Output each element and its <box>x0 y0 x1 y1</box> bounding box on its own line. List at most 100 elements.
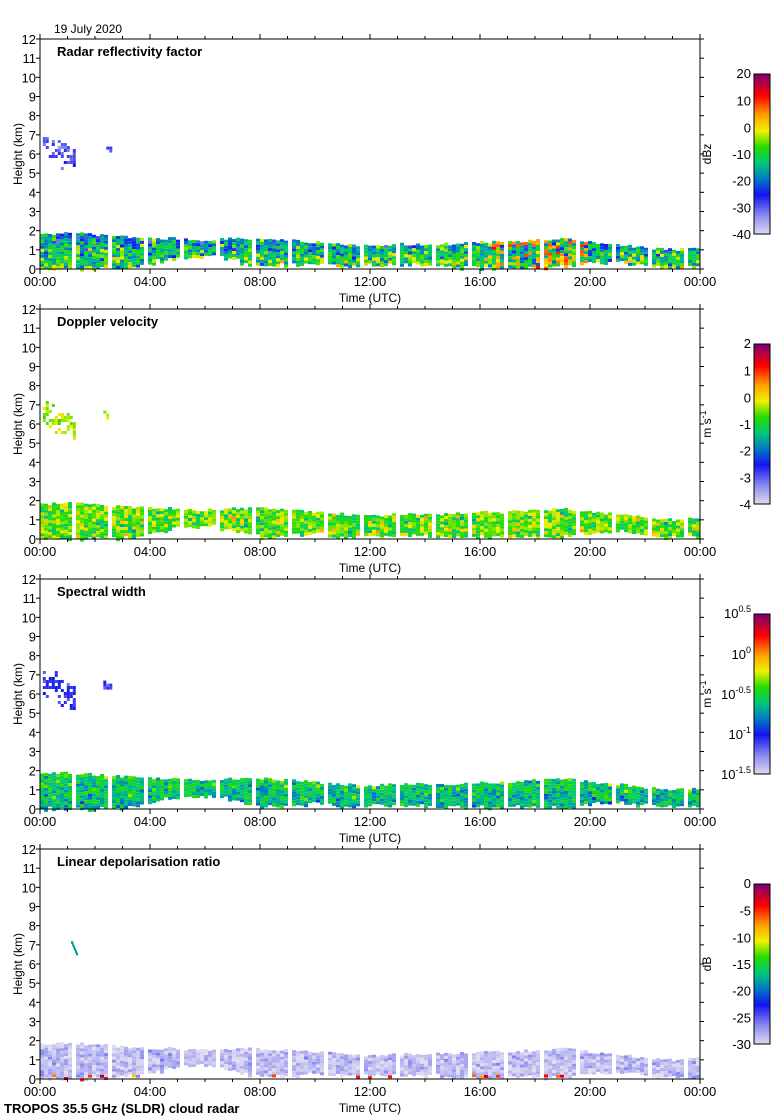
radar-cell <box>560 514 564 518</box>
radar-cell <box>564 806 568 809</box>
radar-cell <box>240 259 244 263</box>
radar-cell <box>296 248 300 252</box>
radar-cell <box>500 244 504 248</box>
radar-cell <box>88 796 92 800</box>
radar-cell <box>64 771 68 775</box>
colorbar-swatch <box>754 670 770 673</box>
radar-cell <box>584 526 588 530</box>
radar-cell <box>568 262 572 266</box>
radar-cell <box>296 1066 300 1070</box>
radar-cell <box>672 524 676 527</box>
radar-cell <box>160 251 164 255</box>
radar-cell <box>344 248 348 252</box>
radar-cell <box>328 513 332 517</box>
radar-cell <box>76 792 80 796</box>
radar-cell <box>64 1068 68 1072</box>
radar-cell <box>240 1059 244 1063</box>
radar-cell <box>568 259 572 263</box>
radar-cell <box>236 1048 240 1052</box>
radar-cell <box>316 526 320 530</box>
radar-cell <box>168 522 172 525</box>
radar-cell <box>44 805 48 809</box>
radar-cell <box>284 787 288 791</box>
radar-cell <box>472 789 476 793</box>
radar-cell <box>572 255 576 259</box>
radar-cell <box>476 264 480 268</box>
radar-cell <box>640 255 644 259</box>
radar-cell <box>140 530 144 534</box>
radar-cell <box>688 795 692 799</box>
radar-cell <box>84 782 88 786</box>
radar-cell <box>92 1068 96 1072</box>
radar-cell <box>276 525 280 529</box>
radar-cell <box>604 256 608 259</box>
radar-cell <box>140 249 144 253</box>
radar-cell <box>316 793 320 797</box>
radar-cell <box>364 789 368 793</box>
radar-cell <box>68 1045 72 1049</box>
radar-cell <box>148 792 152 796</box>
radar-cell <box>60 527 64 531</box>
radar-cell <box>244 254 248 258</box>
radar-cell <box>280 1050 284 1054</box>
radar-cell <box>280 520 284 524</box>
radar-cell <box>80 529 84 533</box>
radar-cell <box>616 785 620 789</box>
radar-cell <box>128 530 132 533</box>
radar-cell <box>296 1069 300 1073</box>
radar-cell <box>40 254 44 258</box>
radar-cell <box>284 518 288 522</box>
radar-cell <box>692 802 696 806</box>
radar-cell <box>152 794 156 798</box>
radar-cell <box>472 251 476 254</box>
radar-cell <box>404 248 408 252</box>
radar-cell <box>84 533 88 537</box>
radar-cell <box>448 254 452 258</box>
radar-cell <box>516 253 520 256</box>
radar-cell <box>276 264 280 268</box>
radar-cell <box>48 240 52 243</box>
radar-cell <box>136 240 140 244</box>
radar-cell <box>48 511 52 515</box>
radar-cell <box>164 788 168 792</box>
radar-cell <box>388 260 392 264</box>
radar-cell <box>256 241 260 245</box>
radar-cell <box>172 796 176 799</box>
radar-cell <box>352 517 356 521</box>
radar-cell <box>304 251 308 255</box>
radar-cell <box>312 793 316 797</box>
radar-cell <box>88 531 92 535</box>
radar-cell <box>296 1051 300 1055</box>
colorbar-swatch <box>754 394 770 397</box>
radar-cell <box>244 509 248 513</box>
upper-cloud-cell <box>69 155 73 158</box>
radar-cell <box>424 793 428 797</box>
radar-cell <box>344 245 348 249</box>
radar-cell <box>52 781 56 785</box>
radar-cell <box>60 787 64 791</box>
radar-cell <box>52 240 56 244</box>
radar-cell <box>176 1061 180 1065</box>
colorbar-tick-label: -1 <box>739 417 751 432</box>
radar-cell <box>40 242 44 246</box>
radar-cell <box>304 795 308 799</box>
radar-cell <box>244 798 248 802</box>
colorbar-tick-text: 0 <box>744 390 751 405</box>
radar-cell <box>520 806 524 809</box>
radar-cell <box>240 793 244 797</box>
radar-cell <box>200 256 204 260</box>
radar-cell <box>508 532 512 536</box>
radar-cell <box>280 242 284 246</box>
radar-cell <box>76 535 80 539</box>
radar-cell <box>84 242 88 246</box>
upper-cloud-cell <box>72 698 76 701</box>
radar-cell <box>116 781 120 784</box>
radar-cell <box>220 1049 224 1053</box>
radar-cell <box>132 797 136 801</box>
radar-cell <box>168 1062 172 1065</box>
radar-cell <box>564 800 568 803</box>
radar-cell <box>80 792 84 796</box>
colorbar-swatch <box>754 482 770 485</box>
radar-cell <box>56 779 60 783</box>
radar-cell <box>524 251 528 254</box>
